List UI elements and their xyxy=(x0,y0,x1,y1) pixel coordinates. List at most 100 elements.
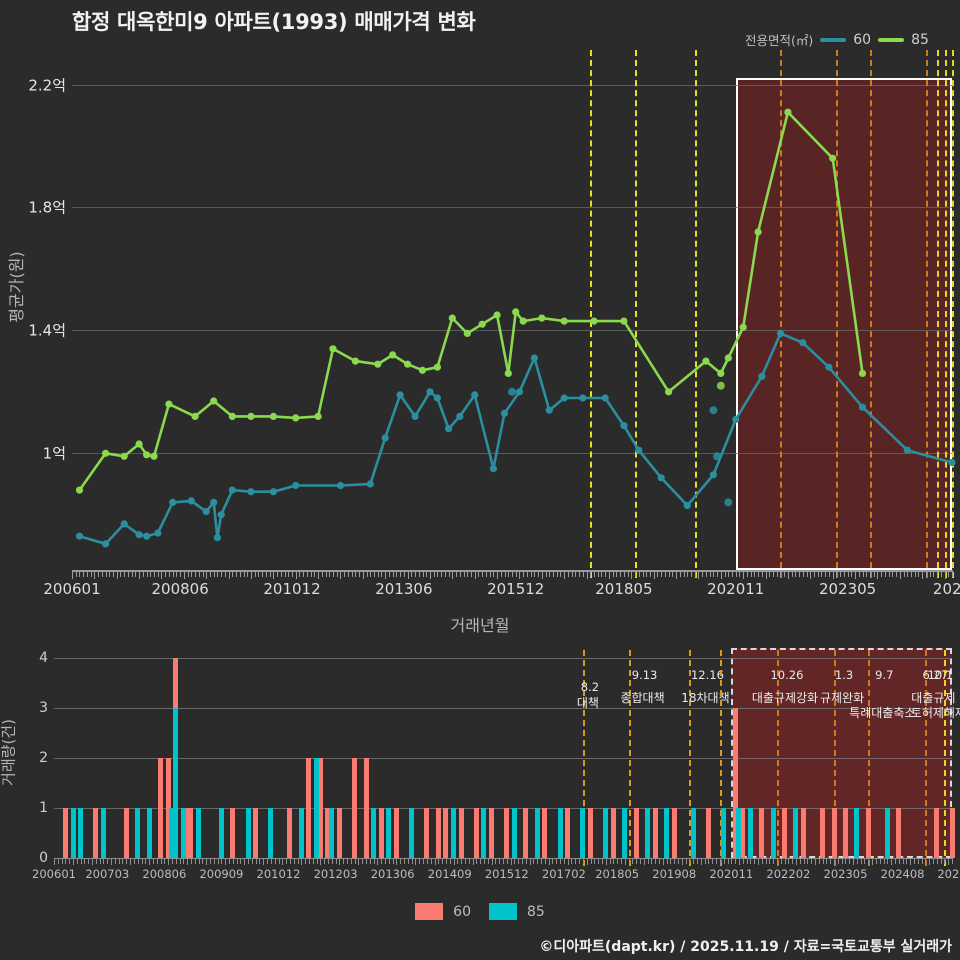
data-point-60 xyxy=(530,354,538,362)
bottom-xtick xyxy=(590,858,592,864)
main-xtick xyxy=(418,570,420,577)
volume-bar-60 xyxy=(458,808,464,858)
main-xtick xyxy=(914,570,916,577)
bottom-xtick xyxy=(430,858,432,864)
bottom-gridline xyxy=(54,708,952,709)
main-xtick xyxy=(612,570,614,577)
bottom-xtick xyxy=(700,858,702,865)
volume-bar-85 xyxy=(386,808,392,858)
bottom-ytick-label: 3 xyxy=(39,700,48,716)
main-xtick xyxy=(504,570,506,577)
bottom-gridline xyxy=(54,808,952,809)
bottom-xtick xyxy=(69,858,71,864)
data-point-60 xyxy=(776,329,785,337)
volume-bar-85 xyxy=(884,808,890,858)
volume-bar-60 xyxy=(188,808,194,858)
policy-vline-bottom xyxy=(776,650,779,866)
volume-bar-85 xyxy=(511,808,517,858)
bottom-xtick xyxy=(579,858,581,864)
main-xtick-label: 201306 xyxy=(375,580,433,598)
main-xtick xyxy=(318,570,320,579)
bottom-xtick xyxy=(503,858,504,864)
main-xtick xyxy=(687,570,689,577)
bottom-xtick-label: 200703 xyxy=(85,867,130,881)
main-xtick xyxy=(649,570,651,577)
main-xtick xyxy=(183,570,185,579)
policy-vline-bottom xyxy=(834,650,837,866)
main-xtick xyxy=(832,570,834,579)
bottom-xtick xyxy=(289,858,291,864)
main-xtick xyxy=(224,570,226,577)
bottom-xtick xyxy=(879,858,881,864)
bottom-xtick xyxy=(232,858,234,864)
main-xtick xyxy=(459,570,461,577)
data-point-60 xyxy=(903,446,911,454)
main-xtick-label: 200601 xyxy=(43,580,101,598)
policy-vline-main xyxy=(635,50,638,578)
bottom-xtick xyxy=(388,858,390,864)
bottom-xtick-label: 201409 xyxy=(427,867,472,881)
main-xtick xyxy=(553,570,555,577)
bottom-xtick xyxy=(396,858,398,865)
bottom-xtick xyxy=(168,858,170,865)
bottom-xtick xyxy=(270,858,272,864)
main-xtick xyxy=(165,570,167,577)
main-xtick xyxy=(198,570,200,577)
volume-bar-60 xyxy=(443,808,449,858)
main-xtick xyxy=(422,570,424,577)
bottom-ytick-label: 4 xyxy=(39,650,48,666)
bottom-xtick xyxy=(586,858,588,865)
bottom-xtick xyxy=(457,858,459,864)
main-xtick xyxy=(250,570,252,579)
main-xtick xyxy=(952,570,953,577)
policy-name-label: 토허제해제 xyxy=(910,706,960,720)
volume-bar-60 xyxy=(588,808,594,858)
main-gridline xyxy=(72,84,952,86)
main-xtick xyxy=(851,570,853,577)
data-point-60 xyxy=(426,388,434,396)
bottom-xtick-label: 200806 xyxy=(142,867,187,881)
data-point-60 xyxy=(471,391,479,399)
data-point-85 xyxy=(165,400,173,408)
bottom-yaxis-title: 거래량(건) xyxy=(0,719,18,786)
volume-bar-85 xyxy=(736,808,742,858)
bottom-legend-item-60: 60 xyxy=(415,903,471,920)
main-xtick xyxy=(556,570,558,577)
main-xtick xyxy=(500,570,502,577)
data-point-85 xyxy=(351,357,359,365)
bottom-xtick xyxy=(868,858,870,864)
bottom-xtick xyxy=(57,858,59,864)
volume-bar-85 xyxy=(534,808,540,858)
volume-bar-60 xyxy=(306,758,312,858)
main-xtick xyxy=(306,570,308,577)
main-xtick xyxy=(567,570,569,577)
legend-label-60: 60 xyxy=(853,31,872,48)
policy-date-label: 1.3 xyxy=(834,668,854,682)
bottom-xtick xyxy=(187,858,189,865)
bottom-xtick xyxy=(723,858,725,864)
main-xtick xyxy=(717,570,719,577)
policy-date-label: 6.27 xyxy=(922,668,949,682)
outlier-point-60 xyxy=(709,406,718,415)
data-point-85 xyxy=(247,412,255,420)
main-xtick xyxy=(787,570,789,579)
bottom-xtick xyxy=(636,858,638,864)
main-xtick xyxy=(799,570,801,577)
volume-bar-60 xyxy=(123,808,129,858)
volume-bar-85 xyxy=(371,808,377,858)
main-xtick xyxy=(79,570,81,577)
data-point-60 xyxy=(210,498,218,506)
main-xtick xyxy=(858,570,860,577)
bottom-xtick-label: 201702 xyxy=(541,867,586,881)
main-xtick xyxy=(515,570,517,577)
volume-bar-60 xyxy=(317,758,323,858)
main-xtick xyxy=(881,570,883,577)
main-gridline xyxy=(72,453,952,455)
volume-bar-85 xyxy=(135,808,141,858)
bottom-xtick xyxy=(643,858,645,865)
main-xtick xyxy=(608,570,610,579)
policy-date-label: 8.2 xyxy=(580,680,600,694)
main-xtick xyxy=(377,570,379,577)
bottom-xtick xyxy=(343,858,345,864)
bottom-xtick xyxy=(381,858,383,864)
